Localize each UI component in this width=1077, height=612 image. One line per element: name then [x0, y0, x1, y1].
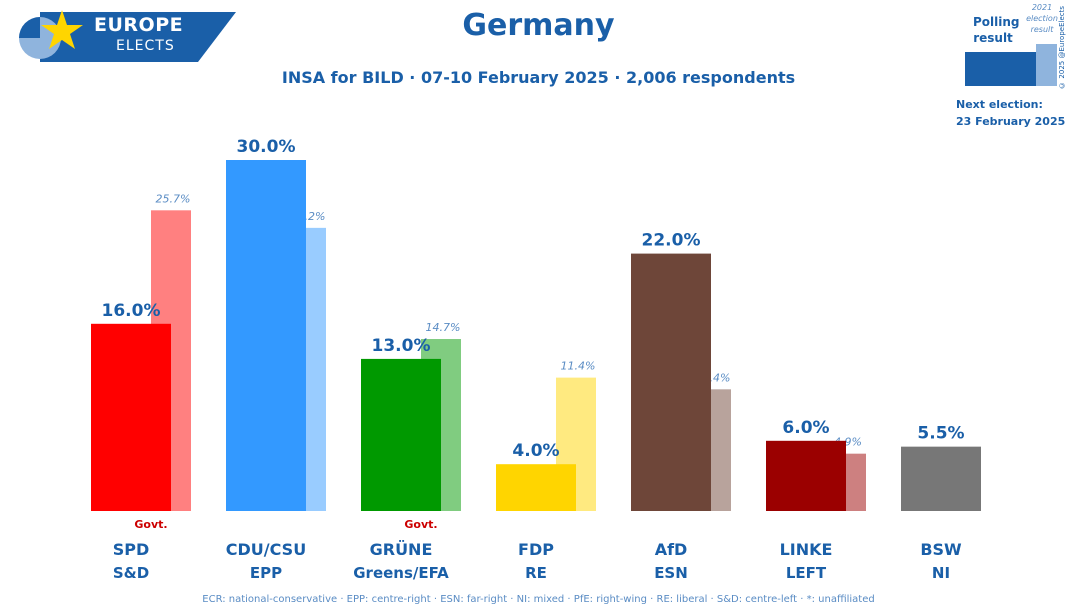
govt-label-gr-ne: Govt.	[404, 518, 437, 531]
next-election-date: 23 February 2025	[956, 115, 1066, 128]
logo-graphic	[19, 10, 236, 62]
party-name-gr-ne: GRÜNE	[370, 540, 433, 559]
party-name-bsw: BSW	[920, 540, 962, 559]
label-poll-bsw: 5.5%	[917, 424, 964, 444]
europe-elects-logo: EUROPE ELECTS	[0, 0, 240, 70]
govt-label-spd: Govt.	[134, 518, 167, 531]
page-title: Germany	[462, 8, 615, 43]
bar-poll-gr-ne	[361, 358, 441, 511]
label-poll-gr-ne: 13.0%	[372, 336, 431, 356]
logo-text-europe: EUROPE	[94, 14, 184, 36]
party-name-fdp: FDP	[518, 540, 554, 559]
party-name-linke: LINKE	[780, 540, 833, 559]
bar-poll-fdp	[496, 464, 576, 511]
legend-polling-swatch	[965, 52, 1037, 86]
label-2021-gr-ne: 14.7%	[426, 321, 461, 334]
legend-previous-line3: result	[1030, 25, 1054, 34]
party-group-bsw: NI	[932, 564, 950, 582]
party-group-cdu-csu: EPP	[250, 564, 282, 582]
next-election: Next election: 23 February 2025	[956, 96, 1065, 130]
footer-note: ECR: national-conservative · EPP: centre…	[202, 594, 875, 605]
logo-text-elects: ELECTS	[116, 38, 175, 54]
party-name-spd: SPD	[113, 540, 150, 559]
party-group-gr-ne: Greens/EFA	[353, 564, 449, 582]
star-icon	[41, 10, 83, 49]
next-election-label: Next election:	[956, 98, 1043, 111]
legend-previous-line1: 2021	[1031, 3, 1053, 12]
party-name-cdu-csu: CDU/CSU	[226, 540, 306, 559]
party-group-fdp: RE	[525, 564, 547, 582]
party-group-afd: ESN	[654, 564, 688, 582]
label-poll-spd: 16.0%	[102, 301, 161, 321]
label-2021-spd: 25.7%	[156, 192, 191, 205]
bar-poll-afd	[631, 253, 711, 511]
label-poll-cdu-csu: 30.0%	[237, 137, 296, 157]
legend-previous-label: 2021 election result	[1022, 2, 1062, 35]
label-poll-fdp: 4.0%	[512, 441, 559, 461]
legend-previous-swatch	[1036, 44, 1057, 86]
label-2021-fdp: 11.4%	[561, 360, 596, 373]
party-group-linke: LEFT	[786, 564, 827, 582]
page-subtitle: INSA for BILD · 07-10 February 2025 · 2,…	[281, 68, 796, 87]
legend-polling-label: Polling result	[973, 14, 1020, 46]
party-name-afd: AfD	[655, 540, 688, 559]
bar-poll-cdu-csu	[226, 160, 306, 511]
legend-polling-line1: Polling	[973, 15, 1020, 29]
bar-poll-spd	[91, 323, 171, 511]
label-poll-linke: 6.0%	[782, 418, 829, 438]
legend-polling-line2: result	[973, 31, 1013, 45]
party-group-spd: S&D	[113, 564, 149, 582]
bar-poll-linke	[766, 440, 846, 511]
legend-previous-line2: election	[1026, 14, 1058, 23]
label-poll-afd: 22.0%	[642, 231, 701, 251]
bar-poll-bsw	[901, 446, 981, 511]
